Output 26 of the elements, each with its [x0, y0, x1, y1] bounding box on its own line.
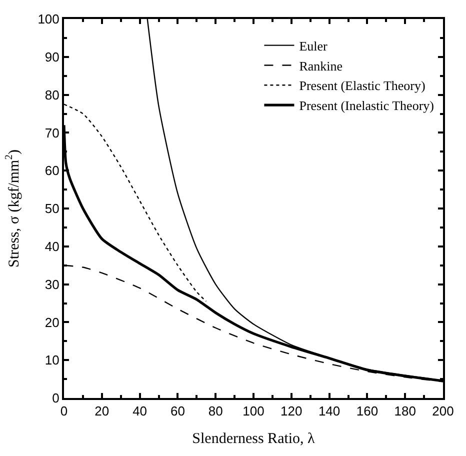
x-tick-label: 160 [356, 404, 378, 419]
legend-label: Present (Elastic Theory) [299, 78, 426, 94]
x-tick-label: 180 [394, 404, 416, 419]
y-tick-label: 30 [44, 276, 60, 292]
y-tick-label: 100 [38, 12, 60, 27]
legend-label: Rankine [299, 58, 343, 74]
y-tick-label: 70 [44, 125, 60, 140]
x-tick-label: 40 [132, 404, 148, 419]
x-axis-title: Slenderness Ratio, λ [192, 431, 316, 448]
y-tick-label: 40 [44, 238, 60, 254]
x-tick-label: 20 [94, 404, 110, 419]
y-tick-label: 10 [44, 352, 60, 368]
y-tick-label: 0 [52, 390, 60, 406]
y-tick-label: 20 [44, 314, 60, 330]
x-tick-label: 100 [242, 404, 264, 419]
x-tick-label: 200 [432, 404, 454, 419]
y-tick-label: 90 [44, 49, 60, 64]
legend-label: Present (Inelastic Theory) [299, 98, 434, 114]
x-tick-label: 80 [208, 404, 223, 419]
y-tick-label: 50 [44, 201, 60, 216]
x-tick-label: 120 [280, 404, 302, 419]
x-tick-label: 60 [170, 404, 185, 419]
y-tick-label: 80 [44, 87, 60, 102]
legend-label: Euler [299, 38, 328, 54]
y-tick-label: 60 [44, 163, 60, 178]
x-tick-label: 140 [318, 404, 340, 419]
